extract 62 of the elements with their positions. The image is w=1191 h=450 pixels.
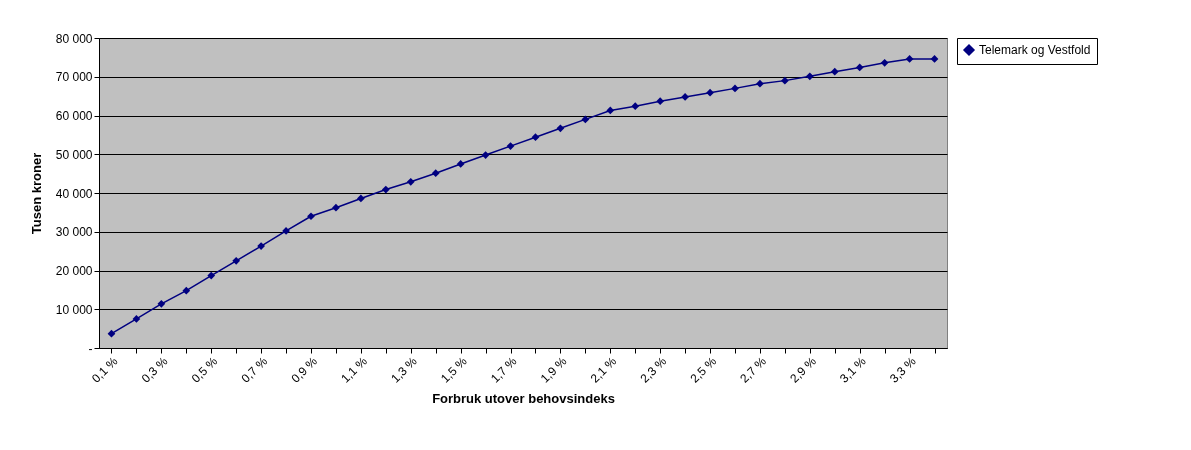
- point: [207, 271, 216, 280]
- point: [307, 212, 315, 221]
- point: [681, 93, 689, 101]
- point: [406, 177, 415, 186]
- x-tick-label: 1,1 %: [338, 353, 371, 386]
- point: [930, 55, 939, 63]
- y-tick-label: 50 000: [55, 147, 93, 162]
- point: [880, 58, 889, 67]
- x-tick-label: 1,5 %: [438, 353, 470, 386]
- point: [556, 124, 565, 133]
- point: [182, 286, 191, 295]
- x-tick-label: 0,5 %: [188, 353, 221, 386]
- y-tick-label: 10 000: [55, 302, 93, 317]
- point: [481, 151, 490, 159]
- x-tick-label: 1,7 %: [487, 353, 520, 386]
- point: [132, 315, 141, 323]
- y-tick-label: 30 000: [55, 225, 93, 240]
- x-tick-label: 0,3 %: [138, 353, 171, 386]
- y-tick-label: 40 000: [55, 186, 93, 201]
- point: [107, 329, 116, 338]
- point: [332, 203, 340, 212]
- y-tick-label: 20 000: [55, 264, 93, 278]
- x-tick-label: 3,3 %: [886, 353, 919, 386]
- point: [656, 97, 665, 106]
- point: [157, 299, 166, 308]
- point: [531, 133, 540, 142]
- y-axis-title: Tusen kroner: [28, 152, 44, 235]
- point: [855, 63, 864, 72]
- point: [756, 79, 764, 88]
- point: [581, 115, 590, 124]
- point: [456, 160, 465, 168]
- x-tick-label: 0,7 %: [238, 353, 271, 386]
- point: [506, 142, 515, 150]
- point: [431, 169, 440, 178]
- y-tick-label: 70 000: [55, 70, 93, 85]
- point: [606, 106, 615, 115]
- x-tick-label: 2,5 %: [687, 353, 720, 386]
- point: [631, 102, 640, 111]
- y-tick-label: 80 000: [55, 31, 93, 46]
- y-tick-label: 60 000: [55, 109, 93, 123]
- point: [381, 185, 390, 194]
- legend-label: Telemark og Vestfold: [979, 43, 1091, 57]
- x-tick-label: 3,1 %: [837, 353, 869, 386]
- x-axis-title: Forbruk utover behovsindeks: [432, 390, 615, 406]
- x-tick-label: 2,1 %: [587, 353, 620, 386]
- point: [805, 72, 814, 81]
- x-tick-label: 2,9 %: [787, 353, 820, 386]
- point: [357, 194, 365, 203]
- x-tick-label: 1,9 %: [537, 353, 570, 386]
- point: [232, 256, 241, 265]
- x-tick-label: 0,1 %: [88, 353, 121, 386]
- y-tick-label: -: [88, 341, 93, 356]
- x-tick-label: 2,3 %: [637, 353, 670, 386]
- point: [830, 67, 839, 76]
- point: [905, 55, 914, 63]
- point: [706, 88, 714, 97]
- point: [731, 84, 739, 93]
- point: [257, 242, 265, 250]
- x-tick-label: 1,3 %: [388, 353, 420, 386]
- x-tick-label: 0,9 %: [288, 353, 321, 386]
- x-tick-label: 2,7 %: [737, 353, 770, 386]
- point: [781, 76, 789, 85]
